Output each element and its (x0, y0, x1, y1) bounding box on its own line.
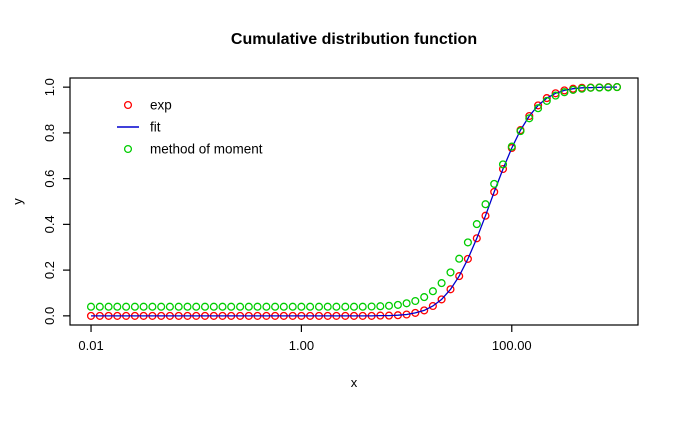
data-point (534, 104, 543, 113)
data-point (367, 302, 376, 311)
data-point (612, 83, 622, 92)
data-point (279, 302, 288, 311)
series-method-of-moment-points (86, 83, 622, 311)
y-tick-label: 1.0 (42, 78, 57, 96)
data-point (525, 114, 534, 123)
data-point (314, 302, 324, 311)
data-point (130, 302, 139, 311)
data-point (349, 302, 359, 311)
data-point (490, 179, 499, 188)
data-point (411, 296, 420, 306)
x-axis-title: x (351, 375, 358, 390)
data-point (200, 302, 210, 311)
y-tick-label: 0.0 (42, 307, 57, 325)
data-point (463, 238, 472, 247)
data-point (498, 160, 508, 169)
series-exp-points (86, 83, 622, 320)
data-point (288, 302, 297, 311)
data-point (595, 83, 604, 92)
legend-circle-swatch (123, 144, 133, 154)
data-point (323, 302, 332, 311)
plot-box (69, 77, 639, 326)
data-point (253, 302, 262, 311)
data-point (534, 101, 543, 110)
data-point (481, 200, 490, 209)
legend-label-method-of-moment: method of moment (150, 142, 263, 157)
data-point (586, 83, 595, 92)
data-point (244, 302, 253, 311)
data-point (95, 302, 104, 311)
legend-label-exp: exp (150, 98, 172, 113)
data-point (271, 302, 280, 311)
data-point (104, 302, 113, 311)
data-point (262, 302, 271, 311)
data-point (420, 306, 429, 315)
data-point (376, 302, 385, 311)
data-point (139, 302, 148, 311)
data-point (490, 187, 499, 196)
data-point (481, 211, 490, 220)
data-point (437, 279, 446, 288)
data-point (236, 302, 245, 311)
data-point (516, 127, 525, 136)
data-point (86, 302, 96, 311)
y-tick-label: 0.4 (42, 215, 57, 233)
data-point (560, 88, 569, 97)
data-point (455, 272, 464, 281)
data-point (341, 302, 350, 311)
data-point (428, 287, 437, 296)
data-point (472, 234, 481, 243)
legend-label-fit: fit (150, 120, 161, 135)
data-point (183, 302, 192, 311)
x-tick-label: 1.00 (289, 338, 314, 353)
y-tick-label: 0.2 (42, 261, 57, 279)
data-point (420, 293, 429, 302)
legend: exp fit method of moment (117, 98, 263, 157)
data-point (507, 142, 516, 151)
y-tick-label: 0.6 (42, 170, 57, 188)
data-point (525, 111, 534, 121)
x-tick-label: 100.00 (492, 338, 532, 353)
data-point (297, 302, 306, 311)
data-point (542, 96, 551, 105)
data-point (192, 302, 201, 311)
data-point (437, 295, 446, 304)
series-fit-line (91, 86, 617, 317)
data-point (148, 302, 157, 311)
data-point (306, 302, 315, 311)
data-point (402, 299, 411, 308)
data-point (122, 302, 131, 311)
chart-title: Cumulative distribution function (231, 31, 477, 48)
data-point (165, 302, 174, 311)
data-point (384, 301, 394, 310)
data-point (551, 89, 560, 98)
data-point (498, 164, 508, 174)
data-point (577, 84, 586, 93)
data-point (393, 300, 402, 309)
data-point (542, 94, 551, 103)
y-axis-title: y (10, 198, 25, 205)
data-point (218, 302, 227, 311)
data-point (455, 254, 464, 263)
data-point (358, 302, 367, 311)
data-point (428, 301, 437, 311)
data-point (332, 302, 341, 311)
data-point (157, 302, 166, 311)
data-point (569, 85, 578, 94)
data-point (209, 302, 218, 311)
data-point (174, 302, 183, 311)
data-point (446, 285, 455, 294)
data-point (227, 302, 236, 311)
data-point (551, 91, 560, 100)
data-point (113, 302, 122, 311)
data-point (604, 83, 613, 92)
data-point (446, 268, 455, 277)
y-tick-label: 0.8 (42, 124, 57, 142)
x-tick-label: 0.01 (78, 338, 103, 353)
legend-circle-swatch (123, 100, 133, 110)
data-point (472, 220, 481, 229)
data-point (463, 254, 472, 263)
